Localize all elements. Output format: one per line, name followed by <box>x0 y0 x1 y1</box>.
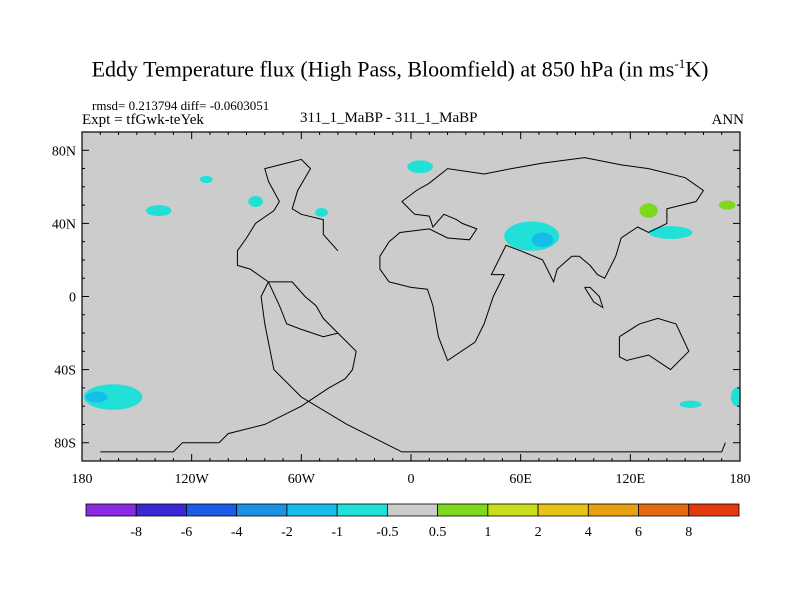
coastline-3 <box>618 317 690 371</box>
colorbar-swatch <box>336 503 388 517</box>
plot-background <box>82 132 740 461</box>
colorbar-label: -0.5 <box>376 525 398 540</box>
colorbar-swatch <box>135 503 187 517</box>
field-region-4 <box>407 160 433 174</box>
case-label: 311_1_MaBP - 311_1_MaBP <box>300 110 478 126</box>
y-tick-label: 80S <box>54 437 76 452</box>
colorbar-swatch <box>85 503 137 517</box>
colorbar-swatch <box>437 503 489 517</box>
field-region-7 <box>648 226 693 239</box>
colorbar-swatch <box>587 503 639 517</box>
x-tick-label: 120E <box>616 472 646 487</box>
colorbar-label: -4 <box>231 525 243 540</box>
y-tick-label: 80N <box>52 144 76 159</box>
x-tick-label: 180 <box>730 472 751 487</box>
x-tick-label: 120W <box>175 472 210 487</box>
field-region-6 <box>531 232 554 248</box>
field-region-10 <box>83 384 143 410</box>
field-regions <box>83 160 740 410</box>
y-tick-label: 40N <box>52 217 76 232</box>
field-region-1 <box>145 205 172 217</box>
field-region-13 <box>730 387 740 407</box>
colorbar-swatch <box>487 503 539 517</box>
field-region-11 <box>85 391 108 403</box>
experiment-label: Expt = tfGwk-teYek <box>82 112 204 128</box>
coastline-1 <box>236 158 339 338</box>
period-label: ANN <box>711 112 745 128</box>
colorbar-swatch <box>286 503 338 517</box>
colorbar-label: -2 <box>281 525 293 540</box>
colorbar-label: 8 <box>685 525 692 540</box>
field-region-8 <box>639 203 658 218</box>
field-region-12 <box>679 400 702 408</box>
colorbar-swatch <box>386 503 439 517</box>
colorbar-label: -8 <box>130 525 142 540</box>
y-tick-label: 40S <box>54 364 76 379</box>
x-tick-label: 0 <box>408 472 415 487</box>
coastline-4 <box>584 286 604 309</box>
x-tick-label: 180 <box>72 472 93 487</box>
field-region-0 <box>199 175 213 184</box>
colorbar-label: 6 <box>635 525 642 540</box>
colorbar-swatch <box>186 503 238 517</box>
coastline-0 <box>100 281 726 453</box>
field-region-2 <box>248 195 263 207</box>
coastline-2 <box>379 157 705 362</box>
coastlines <box>100 157 726 453</box>
colorbar-label: 0.5 <box>429 525 447 540</box>
colorbar-label: 4 <box>585 525 592 540</box>
x-tick-label: 60E <box>509 472 532 487</box>
y-tick-label: 0 <box>69 291 76 306</box>
field-region-9 <box>718 200 736 210</box>
chart-title: Eddy Temperature flux (High Pass, Bloomf… <box>91 56 709 82</box>
colorbar-swatch <box>236 503 288 517</box>
x-tick-label: 60W <box>288 472 316 487</box>
colorbar-label: -1 <box>331 525 343 540</box>
colorbar-label: 1 <box>484 525 491 540</box>
colorbar-swatch <box>537 503 589 517</box>
colorbar-label: -6 <box>181 525 193 540</box>
rmsd-diff-label: rmsd= 0.213794 diff= -0.0603051 <box>92 98 270 113</box>
colorbar-swatch <box>638 503 690 517</box>
field-region-3 <box>315 207 328 217</box>
colorbar-label: 2 <box>535 525 542 540</box>
colorbar-swatch <box>688 503 740 517</box>
